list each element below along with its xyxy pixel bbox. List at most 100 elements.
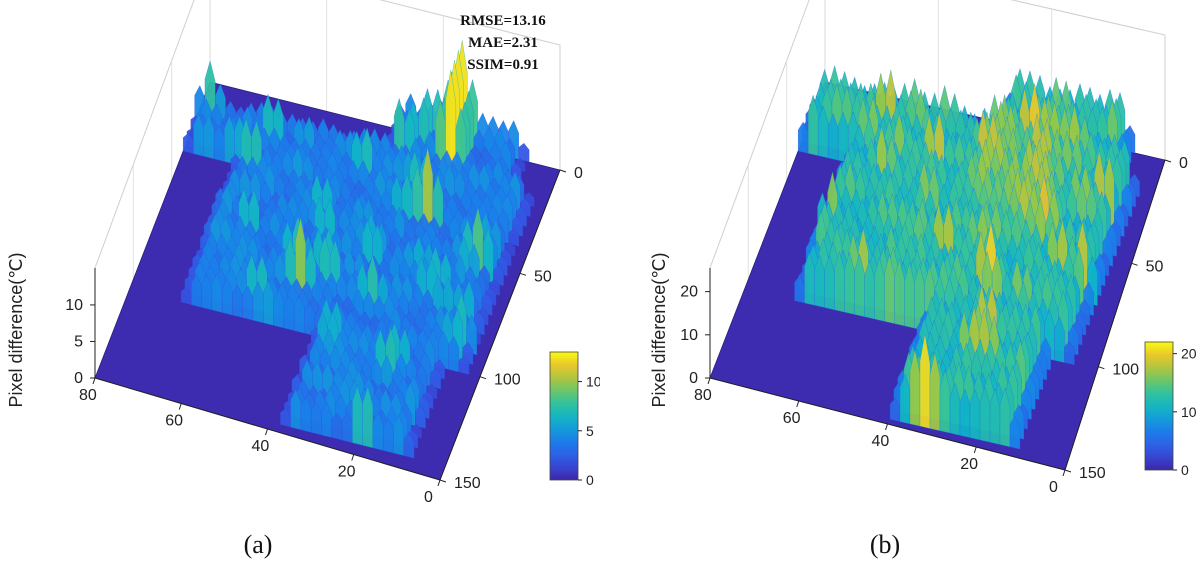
z-axis-label: Pixel difference(℃) [6, 253, 26, 408]
y-tick [92, 377, 96, 385]
z-tick-label: 5 [74, 333, 83, 350]
surface-facet [1054, 316, 1065, 363]
surface-facet [828, 113, 839, 161]
colorbar-tick-label: 10 [1181, 404, 1197, 420]
surface-facet [290, 389, 302, 430]
surface-facet [969, 388, 981, 441]
colorbar-tick-label: 5 [586, 423, 594, 439]
surface-facet [383, 418, 394, 454]
surface-facet [854, 253, 865, 317]
surface-facet [989, 388, 1001, 445]
z-tick-label: 0 [74, 370, 83, 387]
y-tick-label: 40 [872, 433, 890, 450]
surface-facet [191, 274, 202, 308]
surface-facet [929, 352, 941, 431]
metric-label: SSIM=0.91 [467, 57, 538, 73]
colorbar: 0 10 20 [1144, 341, 1197, 478]
y-tick [178, 403, 182, 410]
colorbar-gradient [1144, 341, 1174, 471]
y-tick-label: 20 [338, 464, 356, 481]
x-tick-label: 100 [494, 372, 521, 389]
surface-facet [201, 274, 213, 311]
surface-facet [242, 285, 254, 321]
axes: 0 50 100 150 80 60 40 20 0 0 10 20 [680, 155, 1188, 496]
surface-facet [393, 414, 404, 456]
surface-spikes [180, 40, 535, 459]
surface-facet [894, 258, 905, 327]
surface-facet [844, 251, 855, 315]
z-axis-label: Pixel difference(℃) [649, 253, 669, 408]
surface-facet [283, 295, 295, 331]
x-tick [559, 169, 567, 173]
x-tick [519, 272, 527, 276]
surface-facet [818, 105, 829, 159]
surface-facet [331, 412, 343, 441]
surface-facet [874, 257, 885, 322]
y-tick-label: 0 [1049, 479, 1058, 496]
surface-facet [252, 280, 264, 324]
surface-facet [448, 335, 460, 373]
y-tick-label: 60 [165, 413, 183, 430]
surface-facet [919, 334, 931, 429]
z-tick-label: 10 [65, 297, 83, 314]
surface-facet [221, 278, 233, 316]
surface-facet [183, 132, 194, 154]
y-tick [437, 479, 441, 487]
surface-facet [884, 253, 895, 324]
surface-facet [899, 373, 911, 425]
y-tick [265, 428, 268, 436]
surface-facet [999, 387, 1011, 448]
surface-facet [280, 408, 291, 428]
colorbar-tick-label: 0 [586, 472, 594, 488]
surface-facet [1009, 415, 1021, 450]
x-tick-label: 0 [1179, 155, 1188, 172]
z-tick-label: 10 [680, 327, 698, 344]
colorbar-gradient [549, 351, 579, 481]
surface-facet [909, 349, 921, 427]
surface-facet [804, 251, 815, 306]
surface-facet [180, 287, 192, 305]
x-axis-line [439, 169, 561, 481]
x-tick [439, 479, 447, 483]
surface-facet [864, 259, 875, 320]
panel-caption: (a) [244, 530, 273, 559]
y-tick-label: 80 [694, 387, 712, 404]
y-tick-label: 20 [960, 456, 978, 473]
metric-label: RMSE=13.16 [460, 13, 546, 29]
x-tick [1131, 262, 1138, 266]
surface-facet [798, 121, 809, 154]
surface-facet [979, 386, 991, 443]
y-tick-label: 80 [79, 387, 97, 404]
x-tick [479, 376, 487, 380]
y-tick-label: 0 [424, 489, 433, 506]
x-tick-label: 100 [1112, 362, 1139, 379]
y-tick [973, 446, 977, 454]
panel-a: 0 50 100 150 80 60 40 20 0 0 5 10 Pixel difference(℃… [6, 0, 600, 559]
y-tick [796, 400, 800, 408]
colorbar-tick-label: 20 [1181, 346, 1197, 362]
surface-facet [438, 330, 449, 370]
x-tick-label: 50 [534, 268, 552, 285]
surface-facet [403, 433, 415, 459]
x-tick-label: 50 [1146, 258, 1164, 275]
surface-facet [904, 261, 915, 329]
y-tick-label: 60 [783, 410, 801, 427]
surface-facet [508, 228, 520, 247]
y-tick [1062, 469, 1066, 477]
surface-facet [939, 369, 951, 434]
surface-facet [889, 398, 901, 422]
surface-facet [372, 411, 384, 451]
surface-facet [203, 114, 215, 160]
surface-facet [362, 385, 374, 449]
y-tick-label: 40 [252, 438, 270, 455]
x-tick [1064, 469, 1072, 473]
x-tick-label: 150 [454, 475, 481, 492]
surface-facet [824, 254, 835, 311]
surface-facet [294, 295, 305, 334]
x-tick [1098, 366, 1105, 370]
surface-facet [493, 265, 504, 287]
y-tick [707, 377, 711, 385]
z-tick-label: 0 [689, 370, 698, 387]
surface-facet [352, 385, 363, 446]
